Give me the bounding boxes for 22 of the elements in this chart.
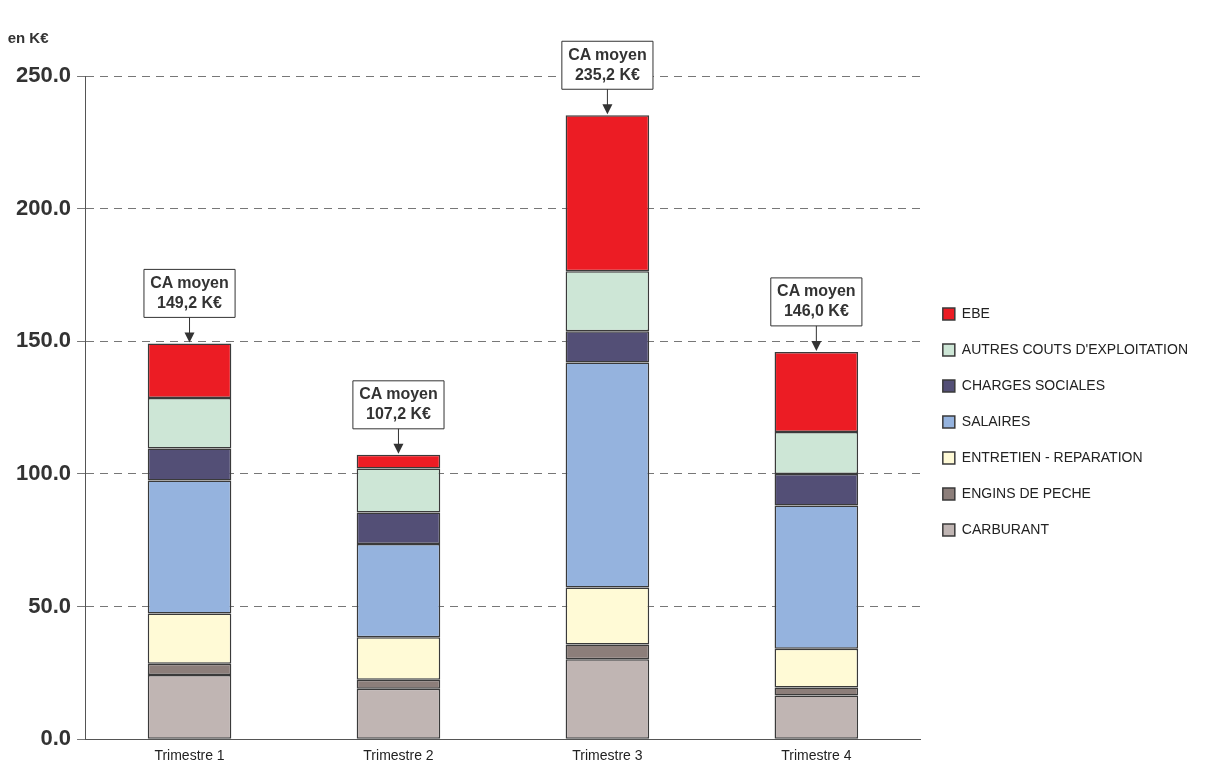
y-tick-label: 150.0 (15, 327, 72, 353)
legend-label: ENGINS DE PECHE (961, 484, 1091, 501)
x-tick-label: Trimestre 3 (572, 747, 643, 764)
legend-label: SALAIRES (961, 412, 1031, 429)
y-tick-label: 0.0 (40, 725, 72, 751)
y-tick-label: 100.0 (15, 459, 72, 485)
y-tick-label: 200.0 (15, 194, 72, 220)
x-tick-label: Trimestre 4 (781, 747, 852, 764)
x-tick-label: Trimestre 2 (363, 747, 434, 764)
legend-label: ENTRETIEN - REPARATION (961, 448, 1143, 465)
y-tick-label: 50.0 (28, 592, 72, 618)
total-label: CA moyen 235,2 K€ (568, 45, 647, 83)
legend-label: EBE (961, 304, 990, 321)
legend-label: AUTRES COUTS D'EXPLOITATION (961, 340, 1189, 357)
total-label: CA moyen 149,2 K€ (150, 273, 229, 311)
y-axis-title: en K€ (7, 28, 50, 46)
x-tick-label: Trimestre 1 (154, 747, 225, 764)
total-label: CA moyen 107,2 K€ (359, 385, 438, 423)
legend-label: CHARGES SOCIALES (961, 376, 1105, 393)
y-tick-label: 250.0 (15, 62, 72, 88)
legend-label: CARBURANT (961, 520, 1050, 537)
total-label: CA moyen 146,0 K€ (777, 282, 856, 320)
